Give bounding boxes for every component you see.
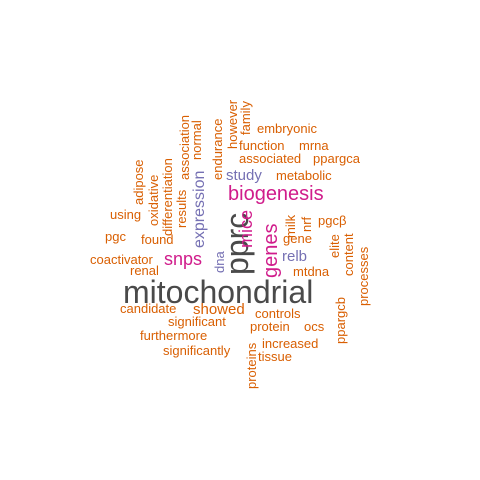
word-significant: significant xyxy=(168,314,226,329)
word-significantly: significantly xyxy=(163,343,231,358)
word-study: study xyxy=(226,167,262,184)
word-ocs: ocs xyxy=(304,319,325,334)
word-protein: protein xyxy=(250,319,290,334)
word-function: function xyxy=(239,138,285,153)
word-found: found xyxy=(141,232,174,247)
word-metabolic: metabolic xyxy=(276,168,332,183)
word-genes: genes xyxy=(260,224,282,279)
word-expression: expression xyxy=(191,171,208,248)
word-elite: elite xyxy=(327,234,342,258)
word-using: using xyxy=(110,207,141,222)
word-oxidative: oxidative xyxy=(146,175,161,226)
word-results: results xyxy=(174,189,189,228)
word-associated: associated xyxy=(239,151,301,166)
word-embryonic: embryonic xyxy=(257,121,317,136)
word-biogenesis: biogenesis xyxy=(228,183,324,205)
word-coactivator: coactivator xyxy=(90,252,154,267)
word-endurance: endurance xyxy=(210,119,225,180)
word-normal: normal xyxy=(189,120,204,160)
word-family: family xyxy=(238,101,253,135)
word-pgcβ: pgcβ xyxy=(318,213,346,228)
word-milk: milk xyxy=(283,214,298,238)
word-proteins: proteins xyxy=(244,342,259,389)
word-candidate: candidate xyxy=(120,301,176,316)
word-differentiation: differentiation xyxy=(160,158,175,236)
word-renal: renal xyxy=(130,263,159,278)
word-dna: dna xyxy=(212,251,227,273)
word-content: content xyxy=(341,233,356,276)
word-ppargcb: ppargcb xyxy=(333,297,348,344)
word-adipose: adipose xyxy=(131,159,146,205)
word-nrf: nrf xyxy=(299,216,314,232)
word-mrna: mrna xyxy=(299,138,329,153)
word-showed: showed xyxy=(193,301,245,318)
word-ppargca: ppargca xyxy=(313,151,361,166)
word-increased: increased xyxy=(262,336,318,351)
word-however: however xyxy=(225,99,240,149)
word-pprc: pprc xyxy=(219,213,255,275)
word-gene: gene xyxy=(283,231,312,246)
word-mitochondrial: mitochondrial xyxy=(123,274,313,310)
word-pgc: pgc xyxy=(105,229,126,244)
word-association: association xyxy=(177,115,192,180)
word-controls: controls xyxy=(255,306,301,321)
word-relb: relb xyxy=(282,248,307,265)
word-mtdna: mtdna xyxy=(293,264,330,279)
word-processes: processes xyxy=(356,246,371,306)
word-tissue: tissue xyxy=(258,349,292,364)
word-mice: mice xyxy=(236,210,256,248)
word-snps: snps xyxy=(164,249,202,269)
word-furthermore: furthermore xyxy=(140,328,207,343)
